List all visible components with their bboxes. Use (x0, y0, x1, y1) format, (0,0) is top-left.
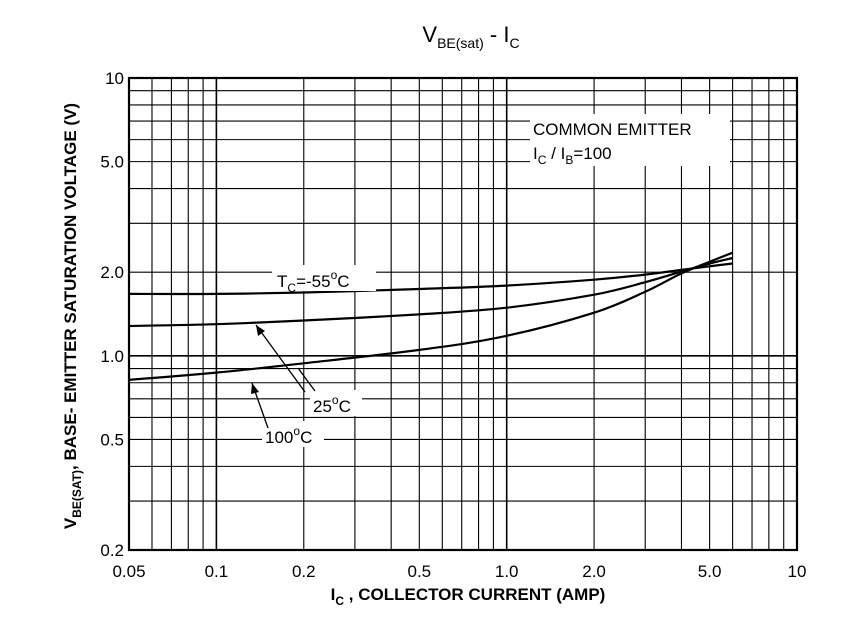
x-tick-label: 1.0 (495, 562, 519, 581)
y-tick-label: 0.5 (100, 430, 124, 449)
legend-box (530, 114, 730, 166)
arrowhead-100c (251, 383, 259, 394)
tick-labels: 0.05 0.1 0.2 0.5 1.0 2.0 5.0 10 0.2 0.5 1.0 2.0 5.0 1… (100, 69, 806, 581)
t100-label-bg (262, 421, 324, 447)
x-tick-label: 0.1 (205, 562, 229, 581)
x-tick-label: 0.2 (292, 562, 316, 581)
arrow-25c-a (255, 324, 306, 393)
curve-100c (128, 251, 734, 381)
common-emitter-label: COMMON EMITTER (533, 120, 692, 139)
tc-label-bg (272, 265, 376, 291)
t25-label: 25oC (313, 393, 351, 416)
x-tick-label: 0.05 (112, 562, 145, 581)
plot-frame (127, 76, 799, 552)
ratio-label: IC / IB=100 (533, 144, 612, 167)
chart-title: VBE(sat) - IC (422, 22, 519, 51)
y-tick-label: 5.0 (100, 153, 124, 172)
y-tick-label: 10 (105, 69, 124, 88)
y-tick-label: 0.2 (100, 541, 124, 560)
x-axis-label: IC , COLLECTOR CURRENT (AMP) (331, 585, 606, 608)
x-tick-label: 10 (788, 562, 807, 581)
x-tick-label: 5.0 (698, 562, 722, 581)
x-tick-label: 0.5 (407, 562, 431, 581)
tc-label: TC=-55oC (277, 268, 350, 295)
x-tick-label: 2.0 (582, 562, 606, 581)
y-tick-label: 2.0 (100, 263, 124, 282)
curve-25c (128, 256, 733, 328)
y-axis-label: VBE(SAT), BASE- EMITTER SATURATION VOLTA… (61, 103, 84, 529)
y-tick-label: 1.0 (100, 347, 124, 366)
t25-label-bg (310, 390, 362, 416)
curve-tc-minus-55c (128, 262, 733, 296)
curves (128, 251, 734, 381)
arrow-25c-b (297, 367, 316, 392)
arrowhead-25c-a (256, 325, 265, 336)
t100-label: 100oC (265, 424, 312, 447)
